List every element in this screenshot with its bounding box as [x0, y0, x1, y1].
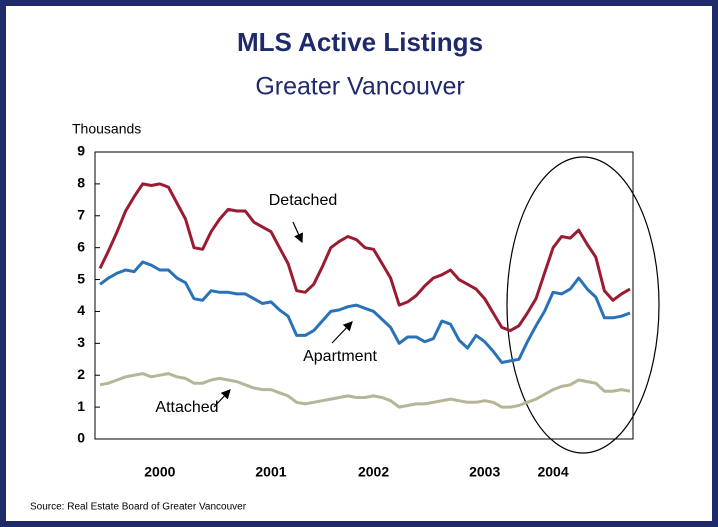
y-tick-label: 1	[77, 398, 85, 414]
x-tick-label: 2000	[144, 464, 175, 480]
x-tick-label: 2003	[469, 464, 500, 480]
chart-title: MLS Active Listings	[237, 27, 483, 57]
source-note: Source: Real Estate Board of Greater Van…	[30, 502, 247, 513]
y-tick-label: 8	[77, 175, 85, 191]
pointer-arrow	[331, 321, 353, 344]
series-label: Apartment	[303, 348, 377, 365]
y-tick-label: 4	[77, 302, 85, 318]
series-line	[99, 372, 631, 409]
y-tick-label: 2	[77, 366, 85, 382]
y-tick-label: 9	[77, 143, 85, 159]
y-tick-label: 5	[77, 270, 85, 286]
y-tick-label: 6	[77, 238, 85, 254]
x-tick-label: 2002	[358, 464, 389, 480]
series-line	[98, 182, 631, 333]
y-tick-label: 0	[77, 430, 85, 446]
y-tick-label: 3	[77, 334, 85, 350]
pointer-arrow	[292, 221, 303, 244]
x-tick-label: 2004	[537, 464, 568, 480]
highlight-ellipse	[506, 156, 660, 454]
y-axis-label: Thousands	[72, 121, 141, 137]
chart-subtitle: Greater Vancouver	[255, 73, 464, 101]
plot-frame	[94, 151, 634, 440]
series-label: Detached	[269, 192, 338, 209]
pointer-arrow	[213, 389, 231, 408]
y-tick-label: 7	[77, 206, 85, 222]
series-label: Attached	[155, 399, 218, 416]
x-tick-label: 2001	[255, 464, 286, 480]
series-line	[99, 260, 631, 364]
